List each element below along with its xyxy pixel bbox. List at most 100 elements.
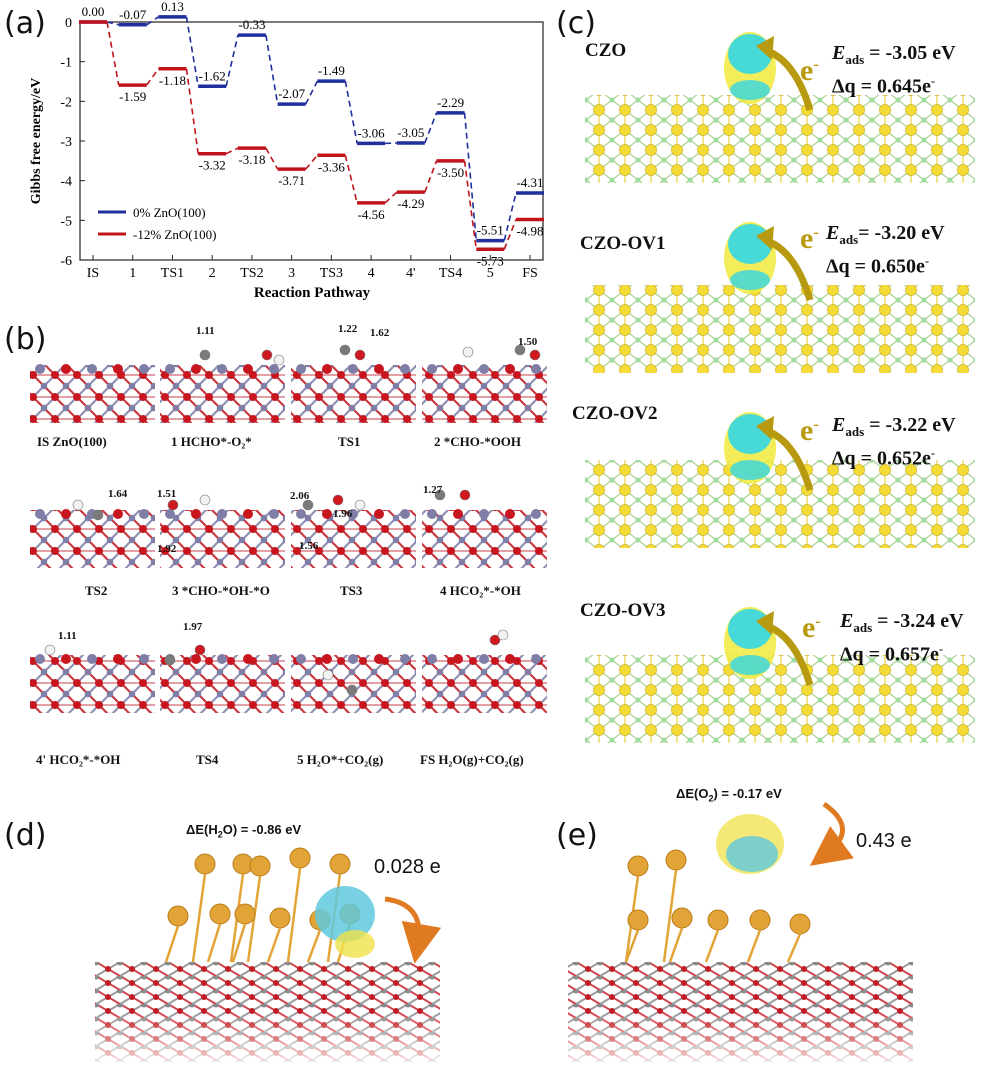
adsorbate-atom xyxy=(302,499,314,511)
surface-atom xyxy=(243,654,253,664)
dq-value: Δq = 0.652e- xyxy=(832,446,935,470)
surface-atom xyxy=(35,654,45,664)
data-label: -3.32 xyxy=(199,158,226,173)
x-tick-label: TS1 xyxy=(161,266,184,281)
zno-slab xyxy=(422,655,547,713)
energy-connector xyxy=(344,80,358,144)
data-label: -4.56 xyxy=(358,207,386,222)
data-label: -0.07 xyxy=(119,7,147,22)
bond xyxy=(668,927,684,963)
surface-atom xyxy=(269,509,279,519)
gold-atom xyxy=(194,853,216,875)
surface-atom xyxy=(165,364,175,374)
surface-atom xyxy=(427,364,437,374)
adsorbate-atom xyxy=(273,354,285,366)
data-label: -4.29 xyxy=(397,196,424,211)
electron-label: e- xyxy=(800,414,819,447)
adsorbate-atom xyxy=(514,344,526,356)
energy-connector xyxy=(503,219,517,250)
surface-atom xyxy=(191,654,201,664)
bond-label: 1.11 xyxy=(58,630,77,642)
gibbs-energy-chart: 0 -1 -2 -3 -4 -5 -6 IS 1 TS1 2 TS2 3 TS3 4 4' TS4 5 FS 0.… xyxy=(29,0,544,301)
data-label: -3.18 xyxy=(238,152,265,167)
substrate-fade xyxy=(568,1012,913,1067)
czo-label: CZO xyxy=(585,40,627,61)
eads-value: Eads= -3.20 eV xyxy=(826,222,945,247)
surface-atom xyxy=(531,654,541,664)
surface-atom xyxy=(113,654,123,664)
charge-density-yellow xyxy=(335,930,375,958)
bond xyxy=(746,929,762,963)
bond xyxy=(191,873,207,963)
gold-atom xyxy=(209,903,231,925)
surface-atom xyxy=(322,509,332,519)
charge-transfer-e: 0.43 e xyxy=(856,830,912,852)
eads-value: Eads = -3.05 eV xyxy=(832,42,956,67)
arrow-head xyxy=(756,36,774,60)
surface-atom xyxy=(243,364,253,374)
gold-atom xyxy=(249,855,271,877)
structure-caption: TS1 xyxy=(338,434,361,449)
surface-atom xyxy=(322,654,332,664)
surface-atom xyxy=(61,364,71,374)
zno-slab xyxy=(291,510,416,568)
surface-atom xyxy=(61,654,71,664)
x-tick-label: 3 xyxy=(288,266,295,281)
surface-atom xyxy=(217,654,227,664)
bond-label: 1.27 xyxy=(423,484,443,496)
electron-label: e- xyxy=(802,611,821,644)
charge-density-cyan xyxy=(315,886,375,942)
czo-slab xyxy=(585,95,975,183)
gold-atom xyxy=(627,855,649,877)
bond-label: 1.50 xyxy=(518,336,538,348)
structure-caption: 4' HCO₂*-*OH xyxy=(36,752,121,767)
energy-connector xyxy=(106,21,119,26)
x-tick-label: 2 xyxy=(209,266,216,281)
surface-atom xyxy=(531,364,541,374)
panel-e-label: (e) xyxy=(556,818,598,853)
surface-atom xyxy=(113,509,123,519)
data-label: -1.49 xyxy=(318,63,345,78)
surface-atom xyxy=(531,509,541,519)
bond-label: 1.22 xyxy=(338,323,358,335)
energy-connector xyxy=(185,68,199,154)
adsorbate-atom xyxy=(346,684,358,696)
zno-slab xyxy=(160,655,285,713)
data-label: -2.07 xyxy=(278,86,306,101)
structure-caption: 2 *CHO-*OOH xyxy=(434,434,522,449)
bond xyxy=(704,929,720,963)
energy-connector xyxy=(463,160,478,250)
surface-atom xyxy=(505,509,515,519)
gold-atom xyxy=(749,909,771,931)
data-label: -5.73 xyxy=(477,253,504,268)
data-label: -5.51 xyxy=(477,223,504,238)
charge-density-cyan xyxy=(726,836,778,872)
adsorbate-atom xyxy=(261,349,273,361)
energy-connector xyxy=(146,68,160,86)
data-label: -1.62 xyxy=(199,68,226,83)
adsorbate-atom xyxy=(529,349,541,361)
eads-value: Eads = -3.22 eV xyxy=(832,414,956,439)
gold-atom xyxy=(789,913,811,935)
x-axis-label: Reaction Pathway xyxy=(254,285,371,301)
dq-value: Δq = 0.645e- xyxy=(832,74,935,98)
surface-atom xyxy=(453,364,463,374)
surface-atom xyxy=(217,364,227,374)
surface-atom xyxy=(479,654,489,664)
energy-connector xyxy=(225,147,239,155)
energy-connector xyxy=(305,154,318,170)
bond xyxy=(624,929,640,963)
surface-atom xyxy=(374,509,384,519)
data-label: -3.50 xyxy=(437,165,464,180)
data-label: -2.29 xyxy=(437,95,464,110)
y-tick-label: -4 xyxy=(60,175,72,190)
y-tick-label: -1 xyxy=(60,56,72,71)
energy-connector xyxy=(225,34,239,87)
panel-d-label: (d) xyxy=(4,818,47,853)
legend-series-1: -12% ZnO(100) xyxy=(133,227,216,242)
eads-value: Eads = -3.24 eV xyxy=(840,610,964,635)
gold-atom xyxy=(329,853,351,875)
structure-caption: TS2 xyxy=(85,583,108,598)
surface-atom xyxy=(479,509,489,519)
x-tick-label: TS4 xyxy=(439,266,462,281)
